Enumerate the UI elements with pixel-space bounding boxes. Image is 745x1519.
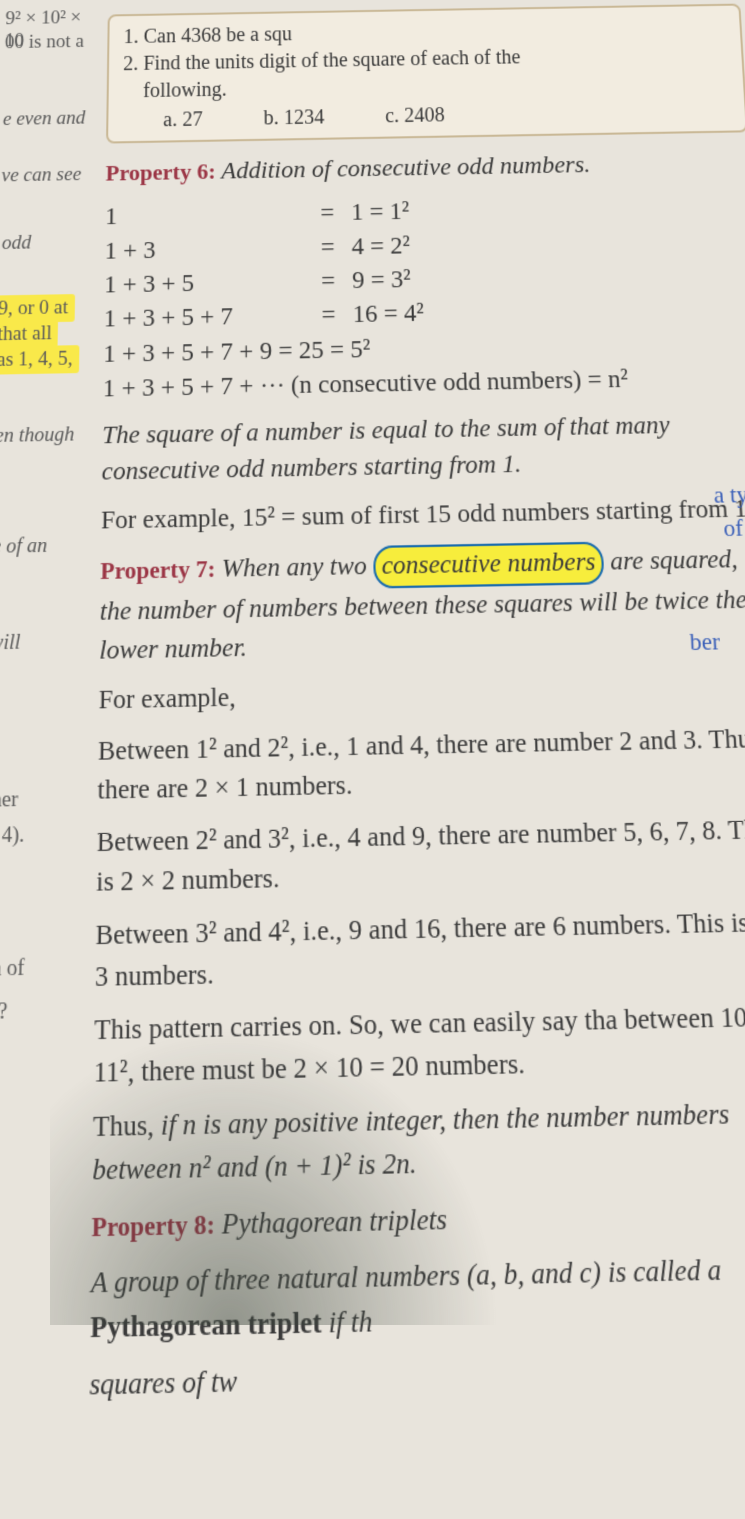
left-margin-column: 9² × 10² × 10 00 is not a e even and ve …	[0, 5, 105, 1412]
options-row: a. 27 b. 1234 c. 2408	[163, 99, 731, 132]
property-8-title: Pythagorean triplets	[215, 1203, 448, 1241]
property-7-label: Property 7:	[100, 555, 215, 585]
margin-text: = 4).	[0, 820, 31, 852]
property-6-heading: Property 6: Addition of consecutive odd …	[105, 147, 745, 190]
math-table: 1=1 = 1² 1 + 3=4 = 2² 1 + 3 + 5=9 = 3² 1…	[103, 189, 745, 407]
highlighted-phrase: consecutive numbers	[373, 542, 605, 589]
margin-text-highlight: as 1, 4, 5,	[0, 345, 79, 375]
math-rhs: 16 = 4²	[352, 297, 424, 333]
math-rhs: 4 = 2²	[351, 229, 410, 264]
margin-text: 00 is not a	[0, 29, 90, 57]
option-b: b. 1234	[263, 106, 324, 130]
property-8-body-2: squares of tw	[89, 1350, 745, 1410]
for-example-label: For example,	[98, 669, 745, 721]
equals-sign: =	[321, 264, 352, 299]
equals-sign: =	[321, 298, 353, 333]
property-7-pre: When any two	[215, 552, 373, 584]
property-6-label: Property 6:	[105, 158, 215, 186]
math-lhs: 1 + 3 + 5 + 7	[103, 299, 321, 337]
margin-text: e of an	[0, 532, 54, 562]
margin-text-highlight: 9, or 0 at	[0, 294, 75, 323]
equals-sign: =	[321, 230, 352, 265]
math-rhs: 9 = 3²	[352, 263, 411, 298]
property-8-label: Property 8:	[91, 1207, 214, 1242]
margin-text: ther	[0, 785, 25, 817]
property-6-example: For example, 15² = sum of first 15 odd n…	[101, 490, 745, 540]
property-7-example-2: Between 2² and 3², i.e., 4 and 9, there …	[96, 810, 745, 904]
property-7-example-1: Between 1² and 2², i.e., 1 and 4, there …	[97, 720, 745, 812]
margin-text: ny	[0, 1335, 1, 1370]
property-7-thus: Thus, Thus, if n is any positive integer…	[92, 1093, 745, 1193]
math-rhs: 1 = 1²	[351, 195, 410, 230]
math-lhs: 1 + 3	[104, 230, 321, 268]
property-8-heading: Property 8: Pythagorean triplets	[91, 1192, 745, 1250]
margin-text: will	[0, 628, 27, 659]
margin-text: en though	[0, 421, 81, 451]
math-lhs: 1	[105, 197, 321, 235]
margin-text: ve can see	[0, 161, 88, 189]
margin-text: odd	[0, 230, 38, 258]
equals-sign: =	[320, 196, 351, 230]
math-lhs: 1 + 3 + 5	[104, 264, 321, 302]
handwritten-annotation: of nu	[723, 513, 745, 543]
handwritten-annotation: a type	[713, 480, 745, 510]
margin-text: ch of	[0, 953, 31, 986]
exercise-box: 1. Can 4368 be a squ 2. Find the units d…	[106, 4, 745, 144]
property-8-body: A group of three natural numbers (a, b, …	[90, 1248, 745, 1351]
property-7-statement: Property 7: When any two consecutive num…	[99, 539, 745, 670]
property-6-title: Addition of consecutive odd numbers.	[216, 151, 591, 184]
property-6-statement: The square of a number is equal to the s…	[101, 406, 745, 492]
main-content: 1. Can 4368 be a squ 2. Find the units d…	[89, 3, 745, 1409]
margin-text: es?	[0, 996, 15, 1029]
property-7-example-3: Between 3² and 4², i.e., 9 and 16, there…	[95, 903, 745, 999]
margin-text: e even and	[0, 105, 92, 133]
option-c: c. 2408	[385, 104, 445, 128]
question-2-cont: following.	[143, 70, 729, 103]
property-7-pattern: This pattern carries on. So, we can easi…	[93, 997, 745, 1095]
option-a: a. 27	[163, 108, 203, 132]
margin-text-highlight: that all	[0, 320, 58, 349]
